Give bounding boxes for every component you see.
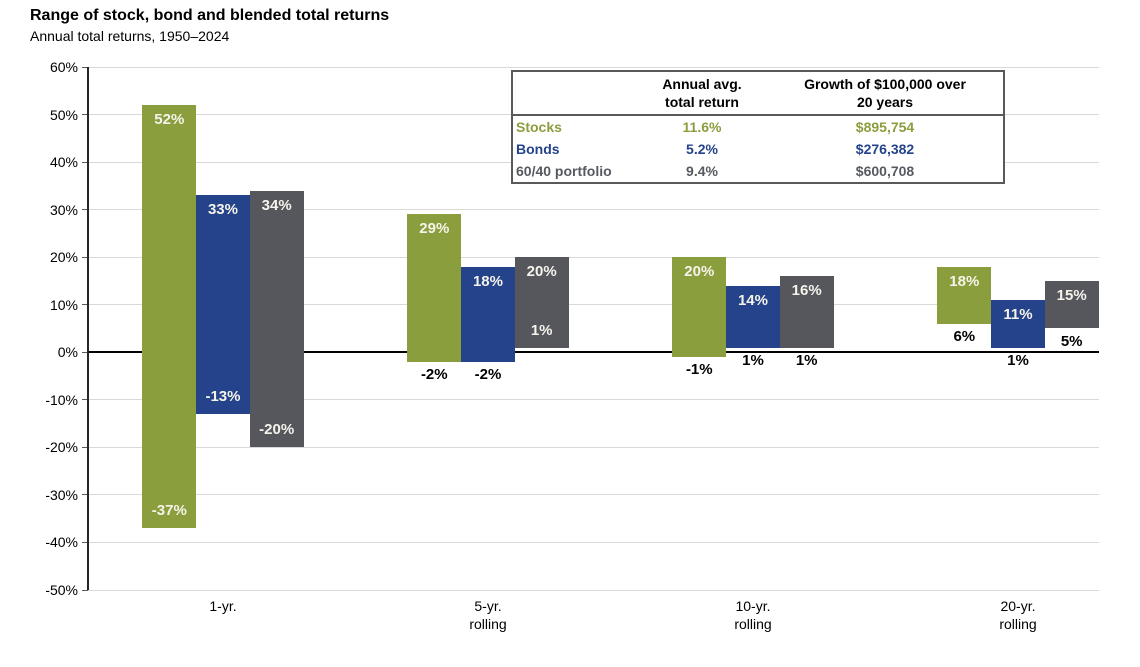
- stats-header-avg: Annual avg. total return: [637, 71, 767, 117]
- bar-min-label-stocks-3: -1%: [685, 361, 713, 379]
- bar-max-label-60-40-portfolio-2: 20%: [526, 263, 557, 281]
- bar-60-40-portfolio-1: 34% -20%: [249, 190, 304, 448]
- stats-cell-stocks-avg: 11.6%: [682, 119, 722, 136]
- stats-row-stocks: Stocks 11.6% $895,754: [512, 115, 1004, 138]
- stats-cell-bonds-growth: $276,382: [855, 141, 915, 158]
- y-axis-line: [87, 67, 89, 590]
- y-axis-label-0: 0%: [57, 344, 78, 361]
- bar-stocks-3: 20%: [672, 257, 727, 358]
- gridline-30: [88, 209, 1099, 211]
- y-axis-tick-10: [82, 304, 88, 306]
- x-axis-label-3: 10-yr. rolling: [734, 598, 772, 633]
- chart-subtitle: Annual total returns, 1950–2024: [30, 28, 230, 44]
- y-axis-tick-60: [82, 66, 88, 68]
- bar-min-label-stocks-4: 6%: [953, 327, 976, 345]
- y-axis-tick--10: [82, 399, 88, 401]
- x-axis-label-1: 1-yr.: [209, 598, 237, 614]
- bar-max-label-bonds-4: 11%: [1003, 305, 1033, 323]
- bar-min-label-60-40-portfolio-1: -20%: [259, 421, 295, 439]
- stats-cell-bonds-avg: 5.2%: [686, 141, 718, 158]
- stats-cell-bonds-label: Bonds: [516, 141, 560, 158]
- bar-60-40-portfolio-4: 15%: [1044, 280, 1099, 329]
- y-axis-tick-0: [82, 351, 88, 353]
- y-axis-label-10: 10%: [49, 296, 78, 313]
- stats-cell-60-40-portfolio-avg: 9.4%: [686, 163, 718, 180]
- y-axis-tick-20: [82, 256, 88, 258]
- gridline-20: [88, 256, 1099, 258]
- y-axis-label--30: -30%: [45, 486, 78, 503]
- bar-bonds-2: 18%: [461, 266, 515, 362]
- y-axis-label--40: -40%: [45, 534, 78, 551]
- stats-cell-stocks-growth: $895,754: [855, 119, 915, 136]
- y-axis-label--20: -20%: [45, 439, 78, 456]
- gridline--10: [88, 399, 1099, 401]
- gridline--30: [88, 494, 1099, 496]
- stats-row-bonds: Bonds 5.2% $276,382: [512, 138, 1004, 160]
- gridline--40: [88, 541, 1099, 543]
- stats-row-60-40-portfolio: 60/40 portfolio 9.4% $600,708: [512, 160, 1004, 183]
- bar-60-40-portfolio-2: 20% 1%: [514, 257, 569, 348]
- y-axis-tick--50: [82, 589, 88, 591]
- bar-max-label-60-40-portfolio-1: 34%: [261, 196, 292, 214]
- bar-60-40-portfolio-3: 16%: [779, 276, 834, 348]
- bar-min-label-bonds-2: -2%: [474, 365, 502, 383]
- bar-min-label-bonds-1: -13%: [205, 388, 241, 406]
- stats-cell-60-40-portfolio-label: 60/40 portfolio: [516, 163, 612, 180]
- stats-cell-60-40-portfolio-growth: $600,708: [855, 163, 915, 180]
- y-axis-tick-30: [82, 209, 88, 211]
- x-axis-label-4: 20-yr. rolling: [999, 598, 1037, 633]
- gridline--20: [88, 446, 1099, 448]
- y-axis-label-50: 50%: [49, 106, 78, 123]
- bar-max-label-stocks-1: 52%: [154, 111, 185, 129]
- y-axis-label-60: 60%: [49, 59, 78, 75]
- y-axis-label--10: -10%: [45, 391, 78, 408]
- bar-max-label-stocks-3: 20%: [684, 263, 715, 281]
- stats-header-empty: [512, 71, 637, 117]
- y-axis-tick--30: [82, 494, 88, 496]
- y-axis-label-20: 20%: [49, 249, 78, 266]
- stats-header-row: Annual avg. total return Growth of $100,…: [512, 71, 1004, 117]
- bar-min-label-60-40-portfolio-2: 1%: [530, 321, 553, 339]
- bar-max-label-60-40-portfolio-4: 15%: [1056, 286, 1087, 304]
- y-axis-tick-40: [82, 161, 88, 163]
- y-axis-tick--20: [82, 446, 88, 448]
- bar-stocks-1: 52% -37%: [142, 105, 197, 529]
- y-axis-label-40: 40%: [49, 154, 78, 171]
- bar-bonds-3: 14%: [726, 285, 780, 348]
- bar-min-label-60-40-portfolio-4: 5%: [1060, 332, 1083, 350]
- y-axis-tick-50: [82, 114, 88, 116]
- chart-title: Range of stock, bond and blended total r…: [30, 7, 390, 24]
- bar-bonds-1: 33% -13%: [196, 195, 250, 415]
- bar-stocks-4: 18%: [937, 266, 992, 324]
- gridline-60: [88, 66, 1099, 68]
- bar-bonds-4: 11%: [991, 299, 1045, 348]
- y-axis-tick--40: [82, 541, 88, 543]
- bar-min-label-stocks-1: -37%: [151, 502, 187, 520]
- y-axis-label-30: 30%: [49, 201, 78, 218]
- y-axis-label--50: -50%: [45, 582, 78, 598]
- stats-table: Annual avg. total return Growth of $100,…: [511, 70, 1005, 185]
- bar-min-label-bonds-4: 1%: [1007, 351, 1029, 369]
- gridline--50: [88, 589, 1099, 591]
- bar-max-label-60-40-portfolio-3: 16%: [791, 282, 822, 300]
- stats-cell-stocks-label: Stocks: [516, 119, 562, 136]
- bar-min-label-bonds-3: 1%: [742, 351, 764, 369]
- bar-stocks-2: 29%: [407, 214, 462, 362]
- bar-max-label-bonds-1: 33%: [207, 201, 238, 219]
- x-axis-label-2: 5-yr. rolling: [469, 598, 507, 633]
- bar-max-label-stocks-4: 18%: [949, 272, 980, 290]
- stats-header-growth: Growth of $100,000 over 20 years: [767, 71, 1004, 117]
- bar-min-label-60-40-portfolio-3: 1%: [795, 351, 818, 369]
- gridline-10: [88, 304, 1099, 306]
- bar-max-label-bonds-3: 14%: [737, 291, 768, 309]
- bar-max-label-bonds-2: 18%: [472, 272, 503, 290]
- bar-min-label-stocks-2: -2%: [420, 365, 448, 383]
- zero-axis-line: [88, 351, 1099, 354]
- bar-max-label-stocks-2: 29%: [419, 220, 450, 238]
